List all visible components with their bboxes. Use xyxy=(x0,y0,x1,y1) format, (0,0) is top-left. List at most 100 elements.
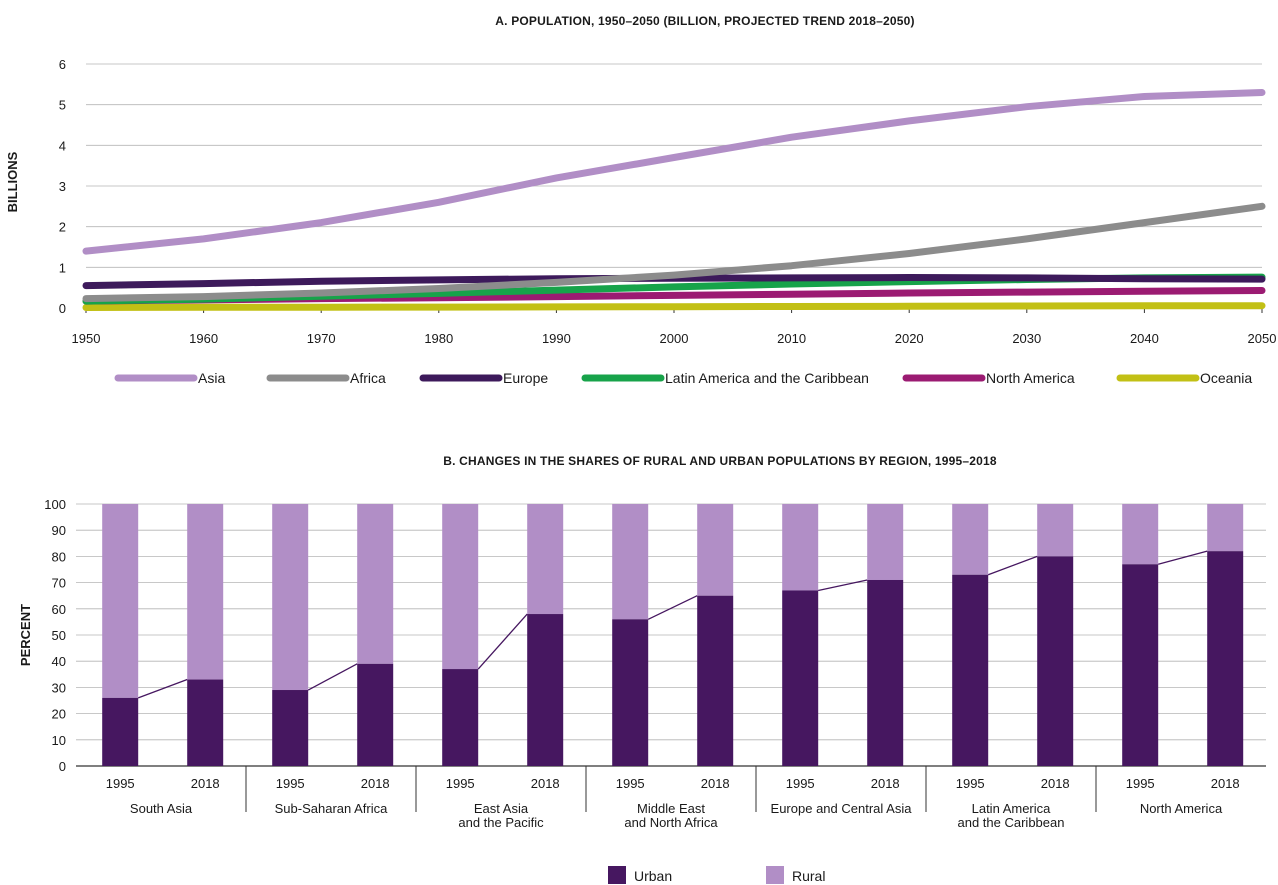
urban-bar xyxy=(102,697,139,766)
urban-rural-y-tick-label: 50 xyxy=(52,628,66,643)
urban-rural-year-label: 2018 xyxy=(531,776,560,791)
urban-trend-segment xyxy=(477,613,528,670)
urban-rural-legend-swatch xyxy=(766,866,784,884)
urban-rural-legend-swatch xyxy=(608,866,626,884)
urban-rural-x-ticks: 1995 2018 South Asia 1995 2018 Sub-Saharan Af… xyxy=(106,766,1240,830)
urban-rural-gridlines xyxy=(76,503,1266,767)
urban-bar xyxy=(527,614,564,766)
urban-bar xyxy=(357,663,394,766)
urban-bar xyxy=(782,590,819,766)
rural-bar xyxy=(1207,504,1244,552)
urban-rural-year-label: 1995 xyxy=(786,776,815,791)
region-label: Europe and Central Asia xyxy=(771,801,913,816)
population-y-tick-label: 5 xyxy=(59,98,66,113)
urban-rural-year-label: 1995 xyxy=(956,776,985,791)
rural-bar xyxy=(952,504,989,575)
urban-rural-legend-label: Urban xyxy=(634,868,672,884)
population-legend-label: North America xyxy=(986,370,1075,386)
urban-rural-year-label: 2018 xyxy=(1211,776,1240,791)
rural-bar xyxy=(102,504,139,698)
region-label: and the Caribbean xyxy=(958,815,1065,830)
population-legend-label: Asia xyxy=(198,370,225,386)
urban-bar xyxy=(187,679,224,766)
urban-rural-y-axis-label: PERCENT xyxy=(18,604,33,666)
population-legend: Asia Africa Europe Latin America and the Ca… xyxy=(114,370,1252,386)
urban-rural-y-tick-label: 40 xyxy=(52,654,66,669)
population-x-tick-label: 2020 xyxy=(895,331,924,346)
rural-bar xyxy=(187,504,224,680)
urban-rural-chart: B. CHANGES IN THE SHARES OF RURAL AND UR… xyxy=(18,454,1266,884)
urban-rural-year-label: 2018 xyxy=(1041,776,1070,791)
population-y-tick-label: 3 xyxy=(59,179,66,194)
urban-rural-year-label: 1995 xyxy=(446,776,475,791)
urban-rural-year-label: 2018 xyxy=(361,776,390,791)
urban-rural-y-tick-label: 0 xyxy=(59,759,66,774)
region-label: and North Africa xyxy=(624,815,718,830)
rural-bar xyxy=(1122,504,1159,565)
population-x-tick-label: 2050 xyxy=(1248,331,1277,346)
rural-bar xyxy=(782,504,819,591)
urban-trend-segment xyxy=(818,579,868,592)
population-series-line xyxy=(82,202,1266,303)
rural-bar xyxy=(612,504,649,620)
population-y-axis-label: BILLIONS xyxy=(5,151,20,212)
population-series-line xyxy=(82,302,1266,311)
population-legend-label: Oceania xyxy=(1200,370,1252,386)
region-label: and the Pacific xyxy=(458,815,544,830)
urban-trend-segment xyxy=(137,678,188,699)
population-x-tick-label: 2030 xyxy=(1012,331,1041,346)
population-y-tick-label: 2 xyxy=(59,220,66,235)
urban-rural-y-tick-label: 10 xyxy=(52,733,66,748)
population-x-tick-label: 1990 xyxy=(542,331,571,346)
urban-bar xyxy=(1207,551,1244,766)
urban-rural-y-ticks: 0 10 20 30 40 50 60 70 80 90 100 xyxy=(44,497,66,774)
urban-rural-year-label: 2018 xyxy=(191,776,220,791)
urban-bar xyxy=(952,574,989,766)
urban-rural-year-label: 1995 xyxy=(276,776,305,791)
urban-rural-y-tick-label: 20 xyxy=(52,707,66,722)
urban-trend-segment xyxy=(647,595,698,620)
urban-bar xyxy=(1122,564,1159,766)
rural-bar xyxy=(272,504,309,691)
population-y-tick-label: 0 xyxy=(59,301,66,316)
population-x-tick-label: 2010 xyxy=(777,331,806,346)
urban-bar xyxy=(697,595,734,766)
population-x-tick-label: 1960 xyxy=(189,331,218,346)
urban-rural-legend: Urban Rural xyxy=(608,866,825,884)
rural-bar xyxy=(867,504,904,580)
population-x-ticks: 1950 1960 1970 1980 1990 2000 2010 2020 2030 2040… xyxy=(72,308,1277,346)
population-legend-label: Latin America and the Caribbean xyxy=(665,370,869,386)
population-chart-title: A. POPULATION, 1950–2050 (BILLION, PROJE… xyxy=(495,14,914,28)
region-label: Sub-Saharan Africa xyxy=(275,801,389,816)
rural-bar xyxy=(442,504,479,670)
urban-trend-segment xyxy=(987,555,1038,576)
population-x-tick-label: 2000 xyxy=(660,331,689,346)
urban-trend-line xyxy=(137,550,1208,699)
region-label: Latin America xyxy=(972,801,1052,816)
urban-bar xyxy=(272,690,309,766)
urban-bar xyxy=(442,669,479,766)
urban-rural-year-label: 1995 xyxy=(1126,776,1155,791)
population-chart: A. POPULATION, 1950–2050 (BILLION, PROJE… xyxy=(5,14,1276,386)
urban-rural-y-tick-label: 80 xyxy=(52,549,66,564)
urban-rural-legend-label: Rural xyxy=(792,868,825,884)
population-y-ticks: 0 1 2 3 4 5 6 xyxy=(59,57,66,316)
urban-bar xyxy=(867,579,904,766)
urban-rural-y-tick-label: 30 xyxy=(52,680,66,695)
region-label: East Asia xyxy=(474,801,529,816)
urban-bar xyxy=(1037,556,1074,766)
population-x-tick-label: 1970 xyxy=(307,331,336,346)
urban-trend-segment xyxy=(1158,550,1208,565)
population-x-tick-label: 1980 xyxy=(424,331,453,346)
urban-rural-y-tick-label: 60 xyxy=(52,602,66,617)
population-legend-label: Africa xyxy=(350,370,386,386)
rural-bar xyxy=(697,504,734,596)
urban-trend-segment xyxy=(307,663,358,691)
urban-rural-year-label: 2018 xyxy=(871,776,900,791)
urban-rural-year-label: 1995 xyxy=(616,776,645,791)
urban-rural-y-tick-label: 70 xyxy=(52,576,66,591)
rural-bar xyxy=(357,504,394,664)
urban-rural-y-tick-label: 100 xyxy=(44,497,66,512)
population-x-tick-label: 1950 xyxy=(72,331,101,346)
